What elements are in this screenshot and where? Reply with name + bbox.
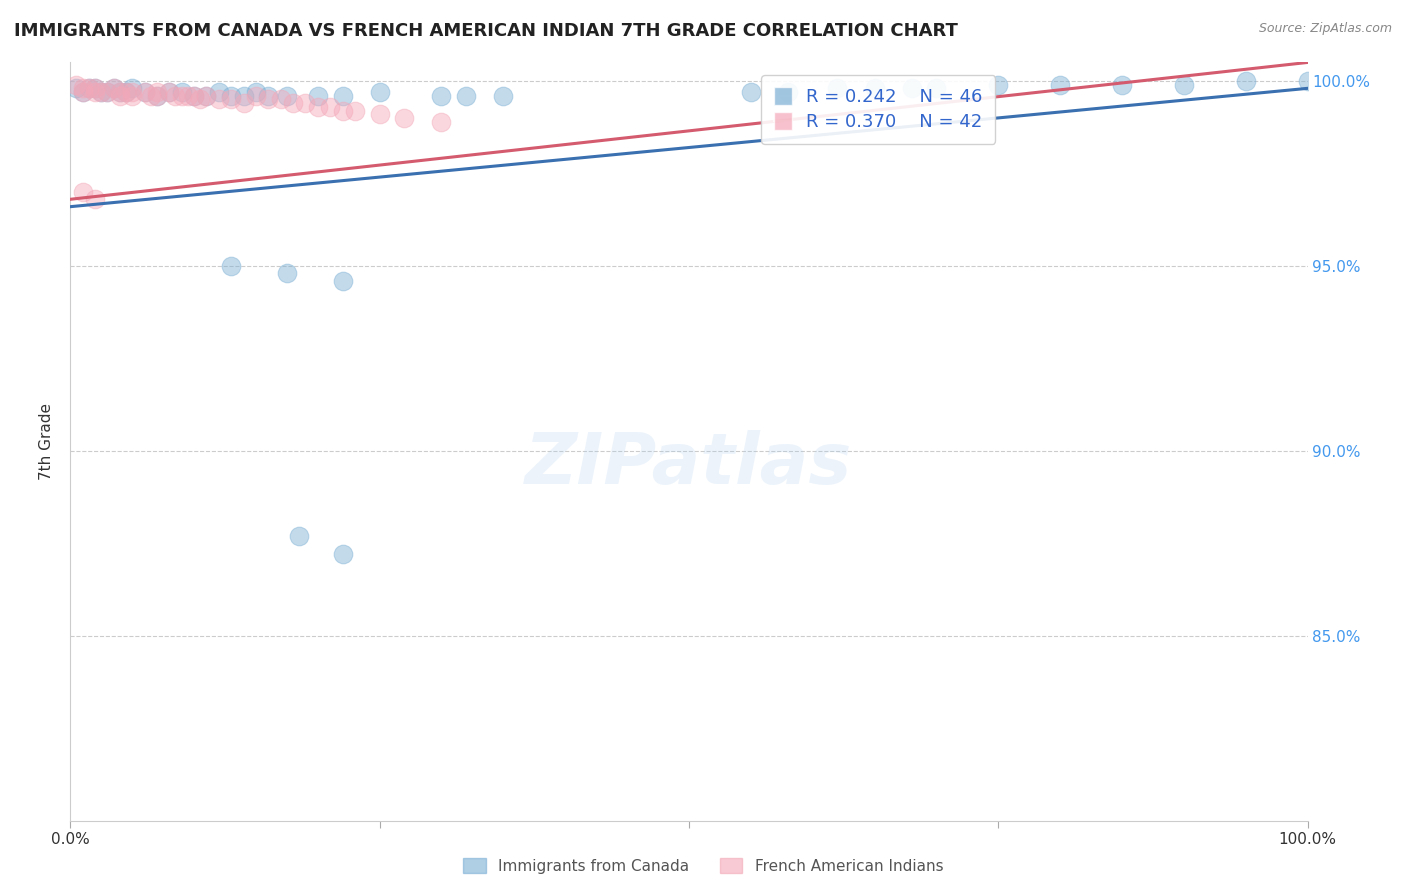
Point: [72, 85, 94, 99]
Point: [103, 81, 125, 95]
Point: [121, 88, 143, 103]
Point: [270, 92, 292, 106]
Point: [72, 85, 94, 99]
Point: [307, 88, 329, 103]
Point: [90, 85, 112, 99]
Point: [208, 85, 231, 99]
Point: [368, 85, 391, 99]
Point: [170, 85, 193, 99]
Point: [394, 111, 416, 125]
Point: [208, 92, 231, 106]
Point: [245, 88, 267, 103]
Point: [146, 88, 169, 103]
Point: [257, 92, 280, 106]
Point: [232, 88, 254, 103]
Point: [77, 81, 100, 95]
Point: [195, 88, 218, 103]
Point: [1111, 78, 1133, 92]
Point: [183, 88, 205, 103]
Point: [276, 266, 298, 280]
Point: [368, 107, 391, 121]
Point: [146, 88, 169, 103]
Point: [863, 81, 886, 95]
Point: [232, 96, 254, 111]
Point: [170, 88, 193, 103]
Text: Source: ZipAtlas.com: Source: ZipAtlas.com: [1258, 22, 1392, 36]
Point: [219, 259, 242, 273]
Point: [177, 88, 200, 103]
Point: [257, 88, 280, 103]
Point: [332, 103, 354, 118]
Point: [492, 88, 515, 103]
Y-axis label: 7th Grade: 7th Grade: [39, 403, 55, 480]
Point: [108, 88, 131, 103]
Point: [108, 85, 131, 99]
Point: [165, 88, 187, 103]
Point: [195, 88, 218, 103]
Point: [84, 81, 107, 95]
Point: [219, 88, 242, 103]
Point: [146, 85, 169, 99]
Point: [188, 92, 211, 106]
Legend: Immigrants from Canada, French American Indians: Immigrants from Canada, French American …: [457, 852, 949, 880]
Text: IMMIGRANTS FROM CANADA VS FRENCH AMERICAN INDIAN 7TH GRADE CORRELATION CHART: IMMIGRANTS FROM CANADA VS FRENCH AMERICA…: [14, 22, 957, 40]
Point: [96, 85, 118, 99]
Point: [115, 85, 138, 99]
Point: [776, 85, 799, 99]
Point: [900, 81, 922, 95]
Point: [72, 81, 94, 95]
Point: [121, 81, 143, 95]
Point: [281, 96, 304, 111]
Point: [219, 92, 242, 106]
Point: [1234, 74, 1257, 88]
Point: [925, 81, 948, 95]
Point: [121, 85, 143, 99]
Point: [1173, 78, 1195, 92]
Point: [183, 88, 205, 103]
Point: [456, 88, 478, 103]
Point: [134, 85, 156, 99]
Point: [157, 85, 180, 99]
Point: [139, 88, 162, 103]
Point: [103, 81, 125, 95]
Point: [65, 78, 87, 92]
Point: [84, 85, 107, 99]
Text: ZIPatlas: ZIPatlas: [526, 430, 852, 499]
Point: [108, 85, 131, 99]
Point: [430, 114, 453, 128]
Point: [319, 100, 342, 114]
Point: [1296, 74, 1319, 88]
Point: [307, 100, 329, 114]
Point: [84, 81, 107, 95]
Point: [276, 88, 298, 103]
Point: [827, 81, 849, 95]
Point: [157, 85, 180, 99]
Point: [288, 529, 311, 543]
Point: [987, 78, 1010, 92]
Point: [65, 81, 87, 95]
Point: [96, 85, 118, 99]
Point: [245, 85, 267, 99]
Point: [332, 274, 354, 288]
Point: [84, 192, 107, 206]
Point: [115, 85, 138, 99]
Point: [1049, 78, 1071, 92]
Point: [343, 103, 366, 118]
Point: [332, 88, 354, 103]
Point: [740, 85, 762, 99]
Point: [134, 85, 156, 99]
Legend: R = 0.242    N = 46, R = 0.370    N = 42: R = 0.242 N = 46, R = 0.370 N = 42: [761, 75, 995, 144]
Point: [430, 88, 453, 103]
Point: [90, 85, 112, 99]
Point: [294, 96, 316, 111]
Point: [77, 81, 100, 95]
Point: [72, 185, 94, 199]
Point: [332, 547, 354, 561]
